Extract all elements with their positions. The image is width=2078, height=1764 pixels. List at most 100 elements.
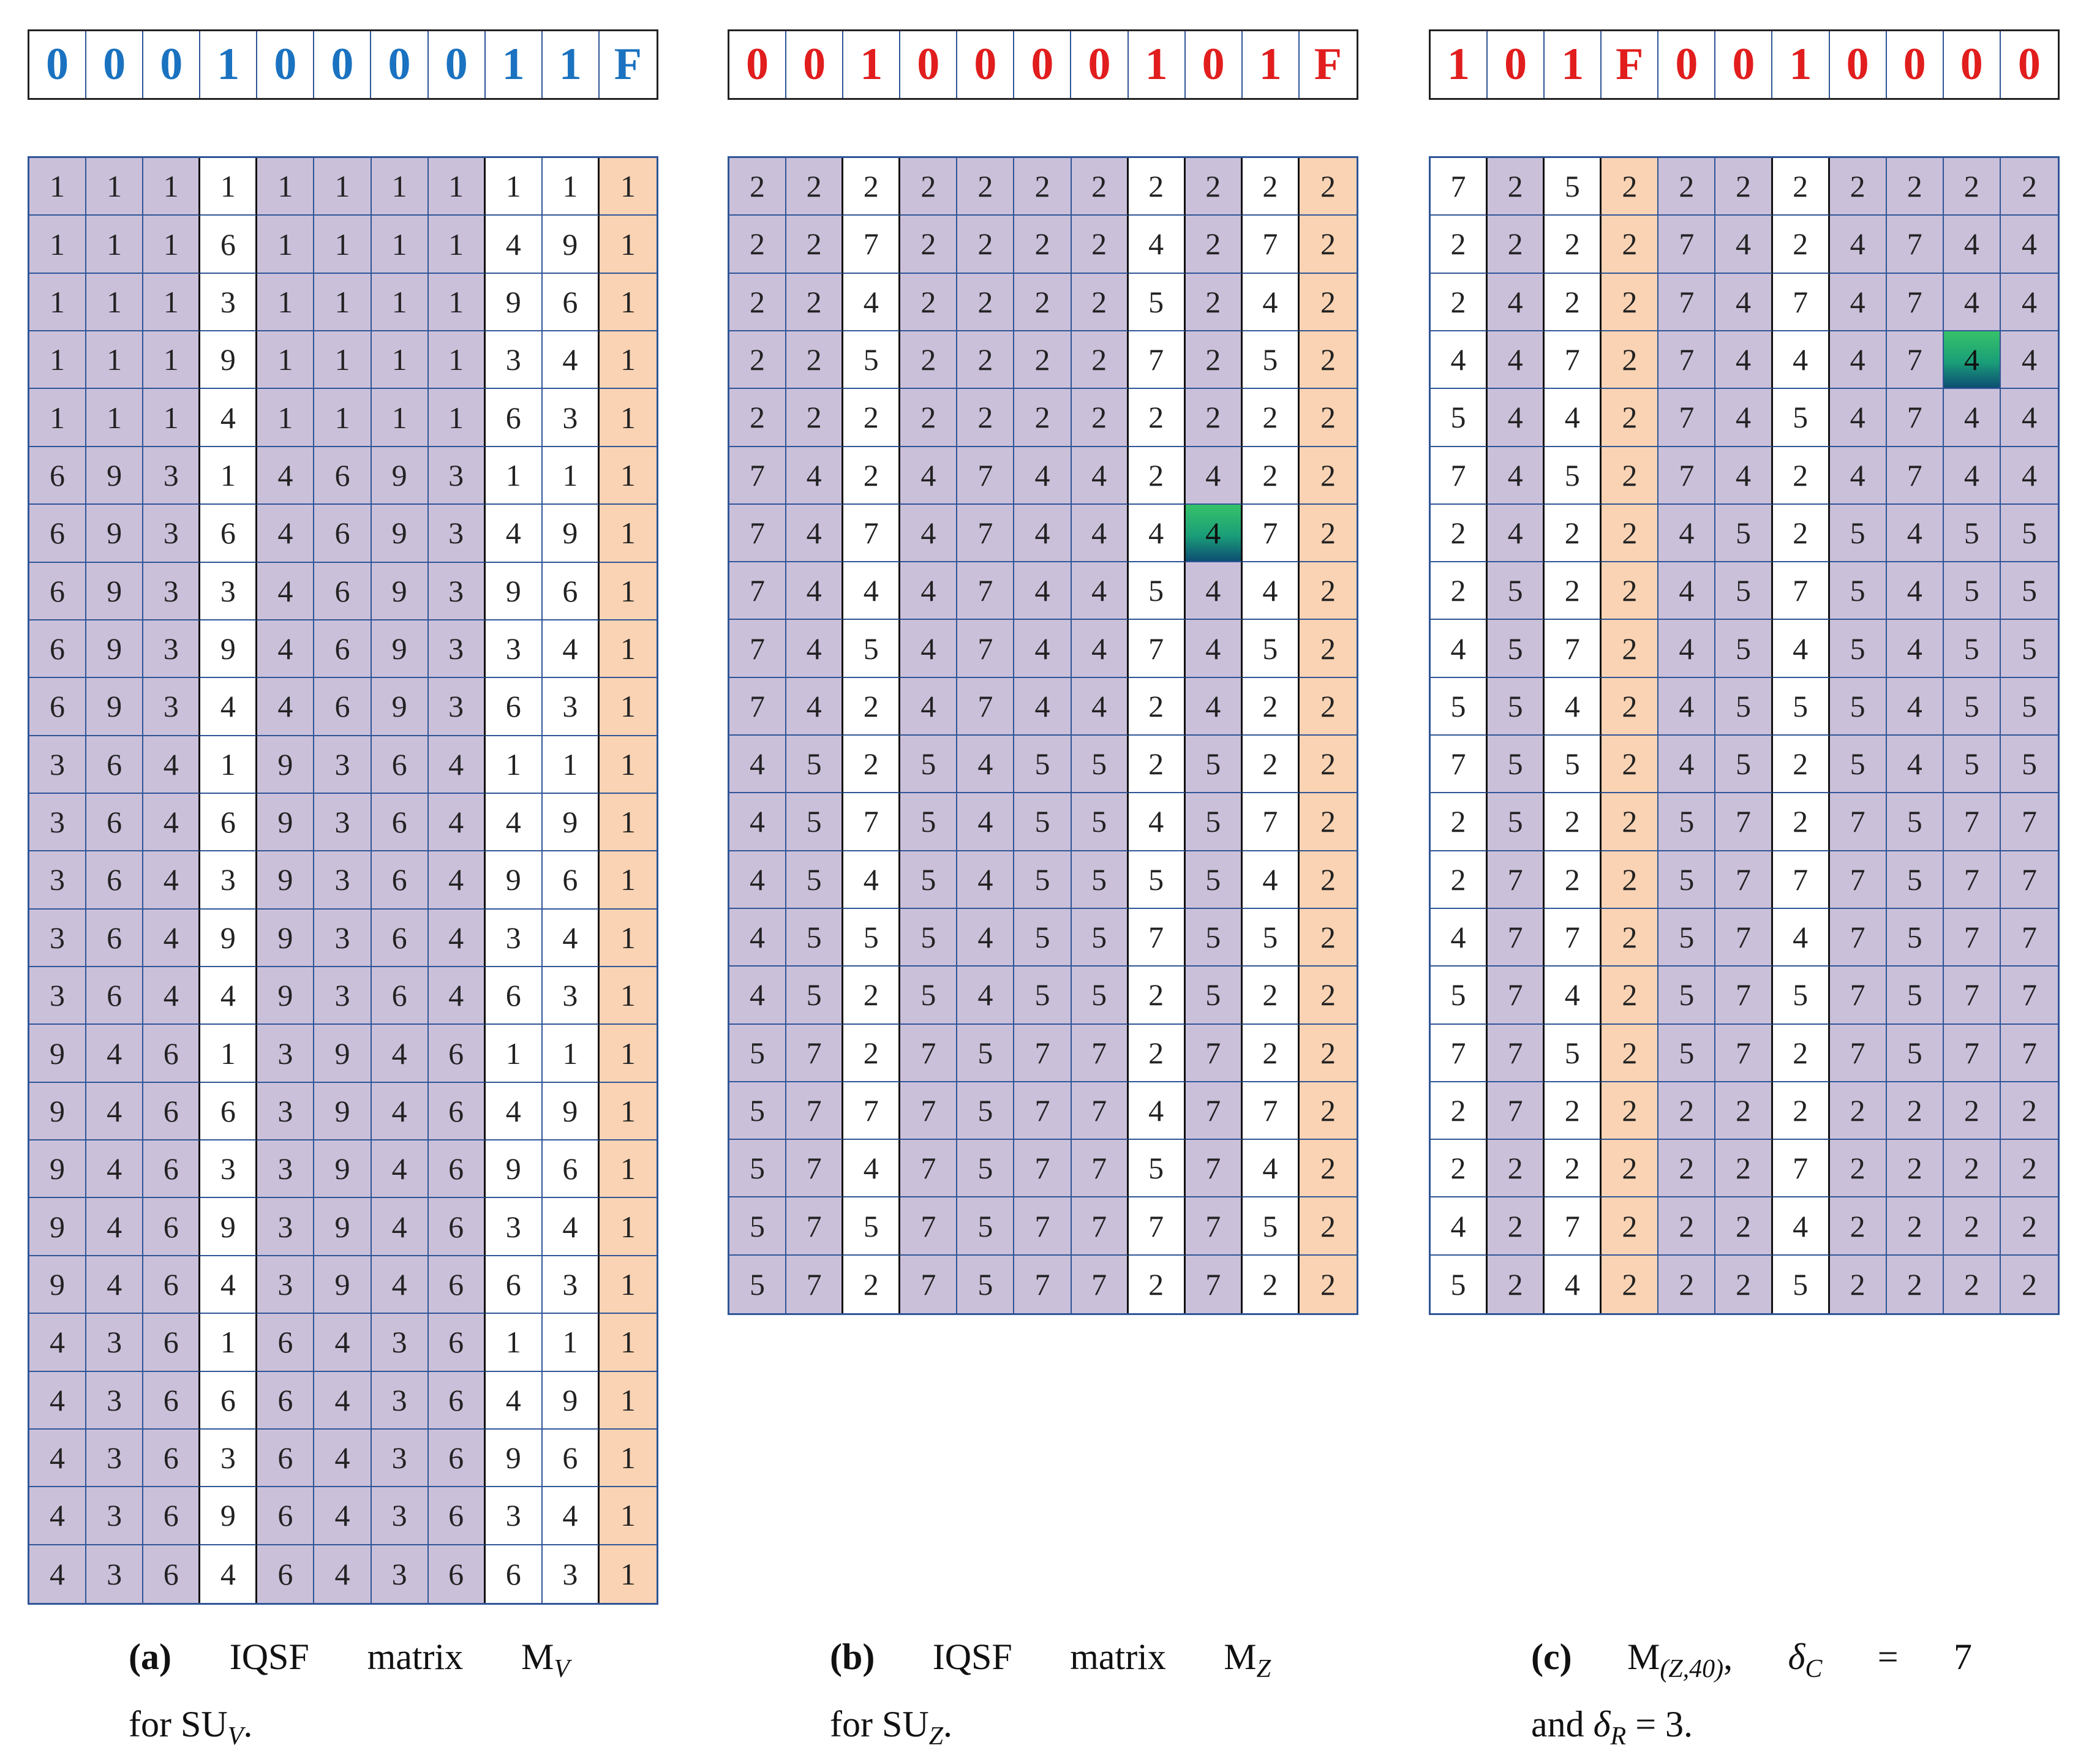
matrix-cell: 1 (485, 1025, 543, 1083)
matrix-cell: 2 (729, 273, 787, 331)
matrix-cell: 7 (1715, 851, 1773, 909)
matrix-cell: 2 (1488, 216, 1545, 274)
matrix-cell: 2 (1128, 1024, 1186, 1082)
matrix-cell: 4 (143, 736, 201, 794)
matrix-cell: 1 (143, 216, 201, 274)
matrix-cell: 2 (1242, 967, 1300, 1025)
matrix-cell: 3 (542, 1256, 600, 1314)
matrix-cell: 2 (1886, 1255, 1944, 1313)
matrix-cell: 1 (371, 389, 429, 447)
matrix-cell: 7 (1071, 1197, 1129, 1256)
matrix-cell: 1 (314, 389, 372, 447)
matrix-cell: 5 (1545, 736, 1602, 794)
matrix-cell: 2 (1772, 158, 1830, 216)
matrix-cell: 5 (1014, 736, 1072, 794)
matrix-cell: 2 (1545, 1140, 1602, 1198)
caption-a-word1: IQSF (229, 1637, 309, 1677)
matrix-cell: 5 (1658, 908, 1716, 967)
matrix-cell: 9 (371, 620, 429, 679)
matrix-cell: 7 (1014, 1024, 1072, 1082)
matrix-cell: 2 (1772, 504, 1830, 563)
matrix-cell: 4 (786, 504, 844, 563)
matrix-cell: 4 (1715, 216, 1773, 274)
matrix-cell: 2 (1602, 1082, 1659, 1140)
matrix-cell: 1 (257, 389, 315, 447)
matrix-cell: 6 (257, 1371, 315, 1430)
matrix-cell: 6 (200, 505, 258, 563)
matrix-cell: 7 (1488, 1024, 1545, 1082)
matrix-cell: 2 (1185, 158, 1243, 216)
matrix-cell: 5 (1071, 908, 1129, 967)
matrix-cell: 7 (900, 1082, 958, 1140)
matrix-cell: 7 (1886, 389, 1944, 447)
matrix-cell: 3 (314, 793, 372, 852)
caption-c-symbol: M(Z,40), (1627, 1637, 1733, 1683)
matrix-cell: 2 (1185, 389, 1243, 447)
matrix-cell: 5 (786, 736, 844, 794)
matrix-cell: 2 (1886, 1197, 1944, 1256)
matrix-cell: 2 (1602, 447, 1659, 505)
matrix-cell: 7 (843, 793, 901, 851)
header-bit-a-8: 1 (486, 31, 543, 98)
matrix-cell: 4 (1071, 677, 1129, 736)
matrix-cell: 4 (1715, 389, 1773, 447)
matrix-cell: 7 (1545, 331, 1602, 390)
matrix-cell: 3 (314, 851, 372, 910)
matrix-cell: 2 (1602, 1197, 1659, 1256)
matrix-cell: 6 (428, 1487, 486, 1545)
matrix-cell: 3 (428, 678, 486, 736)
matrix-cell: 3 (143, 620, 201, 679)
matrix-cell: 7 (729, 620, 787, 678)
matrix-cell: 7 (1886, 216, 1944, 274)
matrix-cell: 6 (143, 1198, 201, 1256)
caption-b: (b) IQSF matrix MZ for SUZ. (830, 1629, 1271, 1764)
matrix-cell: 4 (542, 620, 600, 679)
matrix-cell: 2 (1772, 793, 1830, 851)
matrix-cell: 7 (1886, 273, 1944, 331)
matrix-cell: 3 (485, 1198, 543, 1256)
matrix-cell: 6 (86, 851, 144, 910)
matrix-cell: 4 (1545, 967, 1602, 1025)
matrix-cell: 4 (86, 1082, 144, 1141)
matrix-cell: 2 (957, 331, 1015, 390)
matrix-cell: 2 (1715, 1255, 1773, 1313)
matrix-cell: 2 (1299, 677, 1357, 736)
matrix-cell: 5 (1014, 967, 1072, 1025)
matrix-cell: 7 (957, 677, 1015, 736)
matrix-cell: 4 (957, 967, 1015, 1025)
header-bit-b-2: 1 (843, 31, 901, 98)
matrix-cell: 4 (843, 562, 901, 620)
matrix-cell: 6 (29, 505, 87, 563)
matrix-cell: 4 (1829, 331, 1887, 390)
matrix-cell: 2 (729, 389, 787, 447)
header-bit-a-2: 0 (143, 31, 201, 98)
matrix-cell: 2 (843, 447, 901, 505)
matrix-cell: 2 (1545, 793, 1602, 851)
matrix-cell: 6 (428, 1314, 486, 1372)
matrix-cell: 7 (1185, 1255, 1243, 1313)
caption-c-delta-c: δC (1788, 1637, 1823, 1683)
matrix-cell: 2 (1128, 447, 1186, 505)
matrix-cell: 2 (729, 216, 787, 274)
matrix-cell: 2 (1299, 1024, 1357, 1082)
matrix-cell: 4 (957, 736, 1015, 794)
matrix-cell: 6 (143, 1487, 201, 1545)
matrix-cell: 1 (86, 216, 144, 274)
matrix-cell: 2 (1299, 620, 1357, 678)
matrix-cell: 2 (1128, 967, 1186, 1025)
matrix-cell: 5 (1886, 908, 1944, 967)
matrix-cell: 5 (1545, 158, 1602, 216)
matrix-cell: 2 (843, 967, 901, 1025)
matrix-cell: 1 (599, 793, 657, 852)
matrix-cell: 6 (200, 216, 258, 274)
matrix-cell: 3 (86, 1487, 144, 1545)
matrix-cell: 2 (1772, 1082, 1830, 1140)
matrix-cell: 7 (1943, 967, 2001, 1025)
matrix-cell: 4 (1185, 562, 1243, 620)
matrix-cell: 2 (900, 158, 958, 216)
matrix-cell: 4 (1431, 908, 1488, 967)
caption-b-word1: IQSF (932, 1637, 1012, 1677)
matrix-cell: 2 (786, 331, 844, 390)
